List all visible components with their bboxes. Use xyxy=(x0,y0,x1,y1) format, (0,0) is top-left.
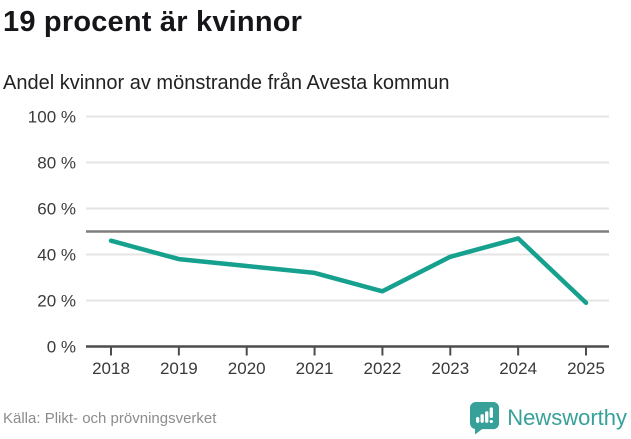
y-axis-label: 80 % xyxy=(37,153,76,172)
data-line xyxy=(108,236,589,306)
x-axis-label: 2018 xyxy=(92,359,130,378)
chart-subtitle: Andel kvinnor av mönstrande från Avesta … xyxy=(3,72,450,94)
y-axis-label: 40 % xyxy=(37,245,76,264)
y-axis-label: 20 % xyxy=(37,291,76,310)
source-note: Källa: Plikt- och prövningsverket xyxy=(3,410,217,427)
y-axis-label: 100 % xyxy=(28,107,76,126)
x-axis-label: 2020 xyxy=(228,359,266,378)
y-axis-label: 60 % xyxy=(37,199,76,218)
x-axis-label: 2024 xyxy=(499,359,537,378)
brand-name: Newsworthy xyxy=(507,405,627,430)
x-axis-label: 2021 xyxy=(296,359,334,378)
brand-logo: Newsworthy xyxy=(469,401,627,435)
y-axis-label: 0 % xyxy=(47,337,76,356)
x-axis-label: 2019 xyxy=(160,359,198,378)
x-axis-label: 2025 xyxy=(567,359,605,378)
bubble-shape xyxy=(470,402,500,435)
newsworthy-bubble-icon xyxy=(470,402,500,435)
x-axis-label: 2022 xyxy=(364,359,402,378)
bars-and-exclamation xyxy=(476,407,494,423)
page-title: 19 procent är kvinnor xyxy=(3,6,303,38)
x-axis-label: 2023 xyxy=(431,359,469,378)
